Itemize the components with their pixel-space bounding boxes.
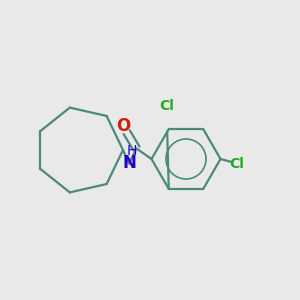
Text: Cl: Cl <box>230 157 244 170</box>
Text: N: N <box>122 154 136 172</box>
Text: O: O <box>116 117 130 135</box>
Text: H: H <box>127 144 137 158</box>
Text: Cl: Cl <box>159 100 174 113</box>
